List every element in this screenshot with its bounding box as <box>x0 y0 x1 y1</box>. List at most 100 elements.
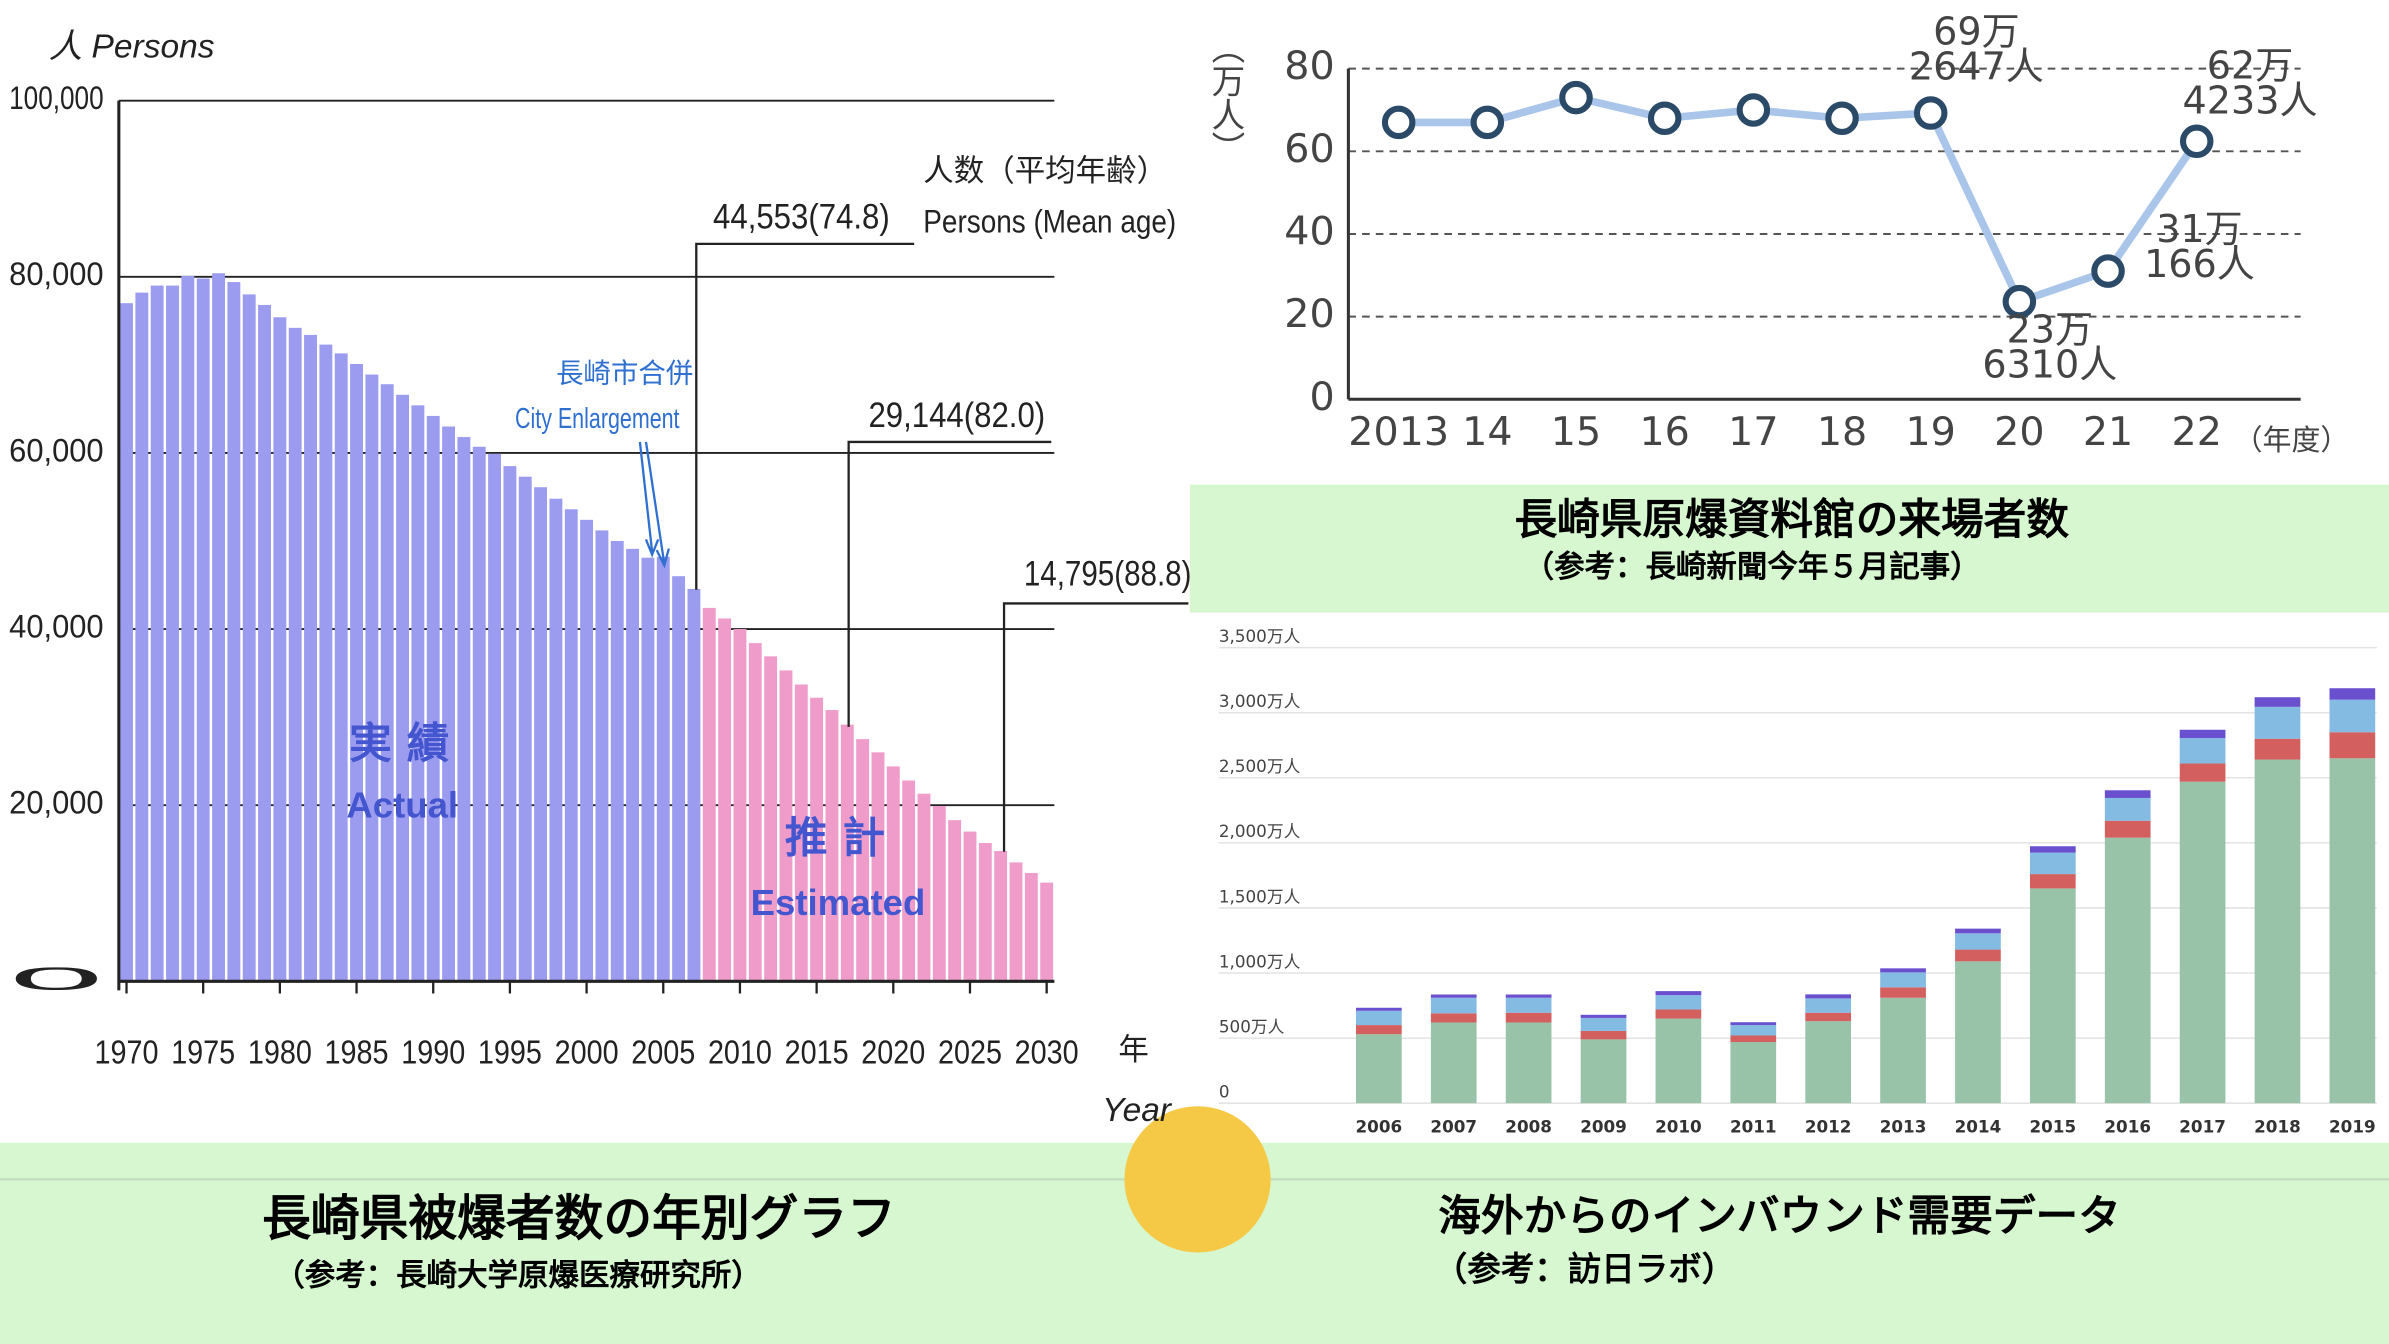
bar-segment <box>1430 997 1477 1014</box>
bar <box>319 344 333 982</box>
x-tick-label: 1990 <box>401 1034 465 1071</box>
bar <box>825 710 839 982</box>
y-tick-label: 40,000 <box>9 608 103 644</box>
bar-segment <box>2104 797 2151 821</box>
bar-segment <box>2104 837 2151 1104</box>
marker <box>1647 101 1682 136</box>
x-tick-label: 2017 <box>2179 1117 2226 1137</box>
chart-title: 長崎県原爆資料館の来場者数 <box>1514 495 2069 545</box>
bar-segment <box>1805 998 1852 1013</box>
bar <box>978 843 992 982</box>
marker <box>2179 124 2214 159</box>
data-label: 6310人 <box>1982 343 2117 387</box>
x-tick-label: 1975 <box>171 1034 235 1071</box>
bar-segment <box>2329 732 2376 759</box>
x-tick-label: 2025 <box>938 1034 1002 1071</box>
leader-line <box>1002 602 1189 852</box>
data-label: 62万 <box>2207 44 2294 88</box>
bar-segment <box>2329 688 2376 700</box>
bar-segment <box>1730 1022 1777 1026</box>
bar-segment <box>1805 1021 1852 1104</box>
bar <box>150 285 164 982</box>
data-label: 4233人 <box>2183 79 2318 123</box>
x-tick-label: 2019 <box>2329 1117 2376 1137</box>
bar <box>840 724 854 982</box>
bar <box>580 519 594 982</box>
bar <box>1009 862 1023 982</box>
bar-segment <box>1655 991 1702 996</box>
y-tick-label: 0 <box>1219 1082 1230 1102</box>
bar <box>595 530 609 982</box>
bar <box>227 282 241 982</box>
x-tick-label: 2018 <box>2254 1117 2301 1137</box>
series-label: Actual <box>346 784 458 825</box>
bar-segment <box>2179 729 2226 739</box>
y-tick-label: 0 <box>1309 374 1334 420</box>
data-label: 2647人 <box>1909 44 2044 88</box>
bar-segment <box>1955 933 2001 950</box>
annotation-title: 人数（平均年齢） <box>923 154 1167 189</box>
bar <box>764 656 778 982</box>
x-tick-label: 18 <box>1817 409 1867 455</box>
x-tick-label: 15 <box>1551 409 1601 455</box>
caption-band <box>1189 484 2389 613</box>
y-tick-label: 60,000 <box>9 432 103 468</box>
x-tick-label: 2009 <box>1580 1117 1627 1137</box>
bar <box>733 629 747 982</box>
bar-segment <box>2029 852 2076 875</box>
bar-segment <box>1505 1012 1552 1023</box>
marker <box>1559 80 1593 115</box>
bar <box>304 334 317 982</box>
x-tick-label: 1980 <box>248 1034 312 1071</box>
x-tick-label: 2016 <box>2104 1117 2151 1137</box>
bar-segment <box>2179 738 2226 764</box>
bar <box>135 292 149 982</box>
data-label: 166人 <box>2144 242 2255 286</box>
data-label: 69万 <box>1933 9 2020 53</box>
bar <box>779 670 793 982</box>
bar-segment <box>1880 968 1926 973</box>
bar-segment <box>2029 846 2076 853</box>
x-tick-label: 2013 <box>1348 409 1449 455</box>
data-label: 23万 <box>2007 308 2094 352</box>
x-tick-label: 1995 <box>478 1034 542 1071</box>
bar <box>672 576 686 982</box>
bar <box>656 556 670 982</box>
bar <box>610 540 624 982</box>
y-tick-label: 80 <box>1284 43 1334 89</box>
y-tick-label: 1,500万人 <box>1219 886 1301 906</box>
bar-segment <box>1356 1010 1402 1026</box>
bar-segment <box>2179 781 2226 1104</box>
x-tick-label: 17 <box>1728 409 1778 455</box>
x-tick-label: 22 <box>2172 409 2222 455</box>
bar <box>350 363 363 982</box>
x-tick-label: 1985 <box>325 1034 389 1071</box>
bar <box>442 426 456 982</box>
bar <box>1040 882 1054 982</box>
y-tick-label: 1,000万人 <box>1219 951 1301 971</box>
leader-line <box>847 440 1052 727</box>
bar-segment <box>2029 874 2076 889</box>
y-tick-label: 80,000 <box>9 256 103 292</box>
bar <box>794 684 808 982</box>
x-tick-label: 20 <box>1994 409 2044 455</box>
bar <box>181 275 195 982</box>
bar <box>120 303 133 982</box>
y-tick-label: 40 <box>1284 208 1334 254</box>
x-axis-label: Year <box>1102 1092 1173 1129</box>
bar-segment <box>2254 706 2301 739</box>
x-tick-label: 2014 <box>1955 1117 2002 1137</box>
bar <box>334 353 348 982</box>
x-tick-label: 14 <box>1462 409 1512 455</box>
y-axis-label: （万人） <box>1206 31 1245 165</box>
bar-segment <box>1880 987 1926 998</box>
x-tick-label: 2012 <box>1805 1117 1852 1137</box>
marker <box>1470 105 1505 140</box>
y-tick-label: 3,000万人 <box>1219 691 1301 711</box>
data-label: 31万 <box>2156 207 2243 251</box>
bar <box>196 278 210 982</box>
chart-subtitle: （参考：長崎新聞今年５月記事） <box>1524 549 1981 585</box>
bar-segment <box>1955 928 2001 934</box>
series-label: 実 績 <box>349 719 450 769</box>
